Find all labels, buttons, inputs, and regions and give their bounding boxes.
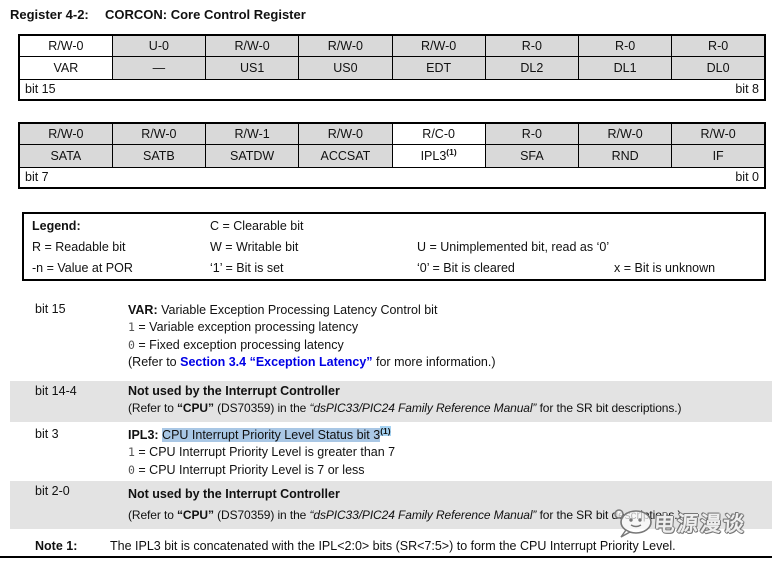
footnote-marker: (1) <box>380 425 391 436</box>
legend-value-at-por: -n = Value at POR <box>32 261 133 275</box>
legend-bit-cleared: ‘0’ = Bit is cleared <box>417 261 515 275</box>
bitname-cell-ipl3: IPL3(1) <box>391 143 486 168</box>
access-cell: R/W-0 <box>298 122 393 145</box>
bit-label: bit 15 <box>35 302 66 316</box>
register-table-bits-7-0: R/W-0 R/W-0 R/W-1 R/W-0 R/C-0 R-0 R/W-0 … <box>18 122 766 189</box>
access-cell: R-0 <box>484 122 580 145</box>
bit-range-cell: bit 8 bit 15 <box>18 78 766 101</box>
bit3-description: bit 3 IPL3: CPU Interrupt Priority Level… <box>10 424 772 480</box>
access-cell: R/W-0 <box>671 122 766 145</box>
register-table-bits-15-8: R/W-0 U-0 R/W-0 R/W-0 R/W-0 R-0 R-0 R-0 … <box>18 34 766 101</box>
bit-range-left: bit 15 <box>25 82 56 97</box>
bitname-cell: — <box>111 55 207 80</box>
legend-unimplemented: U = Unimplemented bit, read as ‘0’ <box>417 240 610 254</box>
bitname-cell: SATB <box>111 143 207 168</box>
selected-text-highlight: CPU Interrupt Priority Level Status bit … <box>162 428 381 442</box>
section-reference-link[interactable]: Section 3.4 “Exception Latency” <box>180 354 373 369</box>
page-title: CORCON: Core Control Register <box>105 7 306 22</box>
bitname-cell: SFA <box>484 143 580 168</box>
bit-title-line: VAR: Variable Exception Processing Laten… <box>128 303 438 317</box>
bitname-cell: ACCSAT <box>298 143 393 168</box>
legend-writable: W = Writable bit <box>210 240 299 254</box>
access-cell: R/W-0 <box>18 122 113 145</box>
refer-line: (Refer to Section 3.4 “Exception Latency… <box>128 354 496 369</box>
bottom-rule-divider <box>0 556 772 558</box>
bitname-cell: EDT <box>391 55 486 80</box>
bit-value-line: 0 = Fixed exception processing latency <box>128 337 344 352</box>
access-type-row: R/W-0 U-0 R/W-0 R/W-0 R/W-0 R-0 R-0 R-0 <box>18 34 766 57</box>
access-cell: R-0 <box>577 34 673 57</box>
bitname-cell: VAR <box>18 55 113 80</box>
bit14-4-description: bit 14-4 Not used by the Interrupt Contr… <box>10 381 772 422</box>
access-cell: R/W-0 <box>577 122 673 145</box>
bit-value-line: 1 = CPU Interrupt Priority Level is grea… <box>128 445 396 460</box>
bitname-cell: SATDW <box>204 143 300 168</box>
bit-title-line: Not used by the Interrupt Controller <box>128 487 340 501</box>
access-cell: R-0 <box>671 34 766 57</box>
bit-range-right: bit 0 <box>735 170 759 185</box>
legend-bit-set: ‘1’ = Bit is set <box>210 261 284 275</box>
access-cell: R/W-0 <box>391 34 486 57</box>
legend-bit-unknown: x = Bit is unknown <box>614 261 716 275</box>
bit-range-row: bit 0 bit 7 <box>18 166 766 189</box>
bit15-description: bit 15 VAR: Variable Exception Processin… <box>10 299 772 374</box>
bit-value-line: 1 = Variable exception processing latenc… <box>128 320 359 335</box>
bit-label: bit 3 <box>35 427 59 441</box>
legend-box: Legend: C = Clearable bit R = Readable b… <box>22 212 766 281</box>
bit-range-left: bit 7 <box>25 170 49 185</box>
access-cell: R/W-0 <box>204 34 300 57</box>
access-cell: R/C-0 <box>391 122 486 145</box>
bit-label: bit 2-0 <box>35 484 70 498</box>
bitname-cell: DL0 <box>671 55 766 80</box>
bit-range-right: bit 8 <box>735 82 759 97</box>
bitname-cell: RND <box>577 143 673 168</box>
bit-label: bit 14-4 <box>35 384 77 398</box>
bitname-cell: DL2 <box>484 55 580 80</box>
bitname-cell: IF <box>671 143 766 168</box>
access-cell: R-0 <box>484 34 580 57</box>
bitname-cell: US1 <box>204 55 300 80</box>
bitname-cell: DL1 <box>577 55 673 80</box>
register-number-label: Register 4-2: <box>10 7 89 22</box>
bit-value-line: 0 = CPU Interrupt Priority Level is 7 or… <box>128 462 365 477</box>
bitname-cell: US0 <box>298 55 393 80</box>
bit-range-row: bit 8 bit 15 <box>18 78 766 101</box>
access-cell: R/W-0 <box>18 34 113 57</box>
bit-range-cell: bit 0 bit 7 <box>18 166 766 189</box>
bit-title-line: IPL3: CPU Interrupt Priority Level Statu… <box>128 425 391 442</box>
refer-line: (Refer to “CPU” (DS70359) in the “dsPIC3… <box>128 508 682 522</box>
access-type-row: R/W-0 R/W-0 R/W-1 R/W-0 R/C-0 R-0 R/W-0 … <box>18 122 766 145</box>
bit-name-row: VAR — US1 US0 EDT DL2 DL1 DL0 <box>18 55 766 80</box>
access-cell: U-0 <box>111 34 207 57</box>
bit-title-line: Not used by the Interrupt Controller <box>128 384 340 398</box>
bit-name-row: SATA SATB SATDW ACCSAT IPL3(1) SFA RND I… <box>18 143 766 168</box>
note-label: Note 1: <box>35 539 78 553</box>
access-cell: R/W-1 <box>204 122 300 145</box>
access-cell: R/W-0 <box>298 34 393 57</box>
bitname-cell: SATA <box>18 143 113 168</box>
refer-line: (Refer to “CPU” (DS70359) in the “dsPIC3… <box>128 401 682 416</box>
bit2-0-description: bit 2-0 Not used by the Interrupt Contro… <box>10 481 772 529</box>
legend-title: Legend: <box>32 219 81 233</box>
legend-readable: R = Readable bit <box>32 240 126 254</box>
footnote-marker: (1) <box>446 146 457 157</box>
note-text: The IPL3 bit is concatenated with the IP… <box>110 539 676 553</box>
legend-clearable: C = Clearable bit <box>210 219 304 233</box>
access-cell: R/W-0 <box>111 122 207 145</box>
